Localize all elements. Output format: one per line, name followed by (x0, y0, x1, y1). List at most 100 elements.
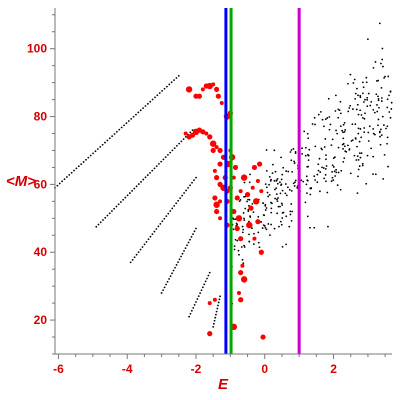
data-point (388, 111, 391, 113)
data-point (203, 283, 206, 286)
data-point (178, 258, 181, 261)
data-point (139, 248, 142, 251)
data-point (306, 165, 309, 168)
data-point (383, 77, 386, 79)
data-point (341, 143, 344, 146)
data-point (191, 181, 193, 184)
data-point (317, 163, 320, 166)
data-point (217, 304, 219, 307)
data-point (361, 92, 364, 95)
data-point (118, 128, 121, 131)
data-point (320, 147, 323, 150)
data-point (260, 221, 263, 223)
data-point-red (255, 179, 260, 183)
data-point (168, 83, 171, 86)
data-point (159, 222, 162, 225)
data-point (75, 167, 78, 170)
data-point (137, 251, 140, 254)
data-point (381, 47, 384, 50)
data-point (270, 178, 272, 181)
data-point (285, 194, 288, 197)
data-point (111, 210, 113, 212)
data-point (125, 122, 128, 125)
data-point (149, 235, 152, 238)
data-point (135, 253, 138, 256)
data-point (301, 153, 304, 155)
data-point (337, 171, 340, 174)
data-point (313, 175, 316, 178)
data-point (276, 177, 279, 180)
data-point (82, 161, 85, 163)
data-point (133, 187, 136, 190)
data-point (314, 179, 317, 181)
data-point (342, 137, 345, 140)
data-point (189, 184, 191, 187)
data-point (189, 312, 192, 315)
data-point (324, 168, 327, 170)
data-point (162, 289, 165, 292)
data-point (262, 224, 265, 227)
data-point (249, 173, 251, 176)
data-point (314, 123, 316, 126)
data-point-red (238, 297, 244, 303)
data-point (291, 170, 294, 173)
data-point (294, 179, 297, 182)
data-point (363, 101, 365, 103)
data-point (339, 125, 342, 128)
data-point (204, 280, 207, 283)
data-point (189, 238, 191, 241)
data-point (290, 159, 293, 162)
data-point (360, 136, 363, 139)
data-point (197, 295, 200, 298)
data-point (143, 243, 146, 246)
data-point (215, 310, 218, 313)
y-tick-label: 100 (27, 42, 47, 56)
data-point (313, 116, 316, 119)
data-point-red (238, 189, 243, 194)
data-point (335, 168, 337, 171)
data-point (365, 182, 368, 185)
data-point (236, 239, 239, 242)
data-point (252, 211, 255, 214)
data-point (342, 160, 345, 163)
data-point (290, 149, 293, 151)
data-point (287, 170, 290, 173)
data-point (153, 230, 156, 233)
data-point (164, 156, 167, 159)
data-point (308, 148, 311, 151)
data-point-red (231, 175, 236, 180)
data-point (189, 131, 192, 134)
data-point (323, 146, 326, 148)
data-point (208, 271, 211, 274)
data-point (344, 129, 347, 131)
data-point-red (259, 189, 264, 194)
data-point (146, 102, 149, 105)
x-tick-label: 2 (330, 362, 337, 376)
data-point (359, 96, 362, 99)
data-point (73, 169, 75, 172)
data-point (325, 154, 327, 157)
data-point (212, 322, 215, 325)
data-point (193, 304, 196, 306)
data-point (355, 159, 358, 161)
data-point (243, 219, 246, 222)
data-point (285, 170, 288, 172)
data-point (274, 170, 277, 173)
data-point (144, 105, 147, 107)
data-point (264, 183, 267, 186)
data-point (365, 76, 368, 79)
data-point (319, 171, 322, 173)
data-point (102, 219, 104, 221)
data-point (309, 226, 311, 229)
data-point (279, 181, 281, 184)
data-point (359, 109, 362, 112)
data-point (158, 162, 160, 165)
data-point (313, 226, 316, 229)
data-point (367, 140, 370, 142)
data-point (325, 180, 327, 183)
data-point (113, 207, 116, 210)
data-point (306, 215, 309, 218)
data-point-red (214, 175, 220, 181)
data-point (280, 223, 283, 226)
data-point (367, 92, 370, 95)
